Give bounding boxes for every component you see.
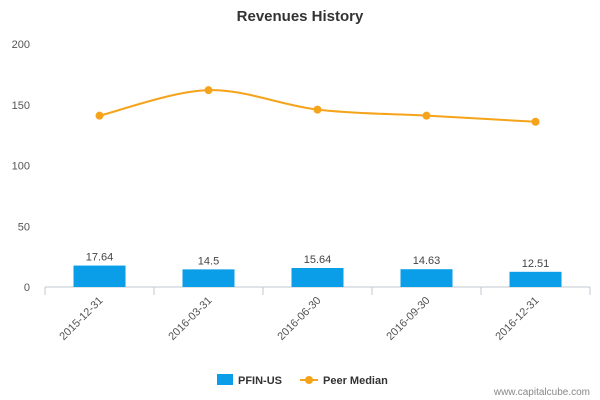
bar-data-label: 14.5 <box>198 255 219 267</box>
y-tick-label: 200 <box>12 39 30 51</box>
bar-pfin-us[interactable] <box>509 271 562 287</box>
peer-median-series <box>95 86 540 126</box>
peer-median-point[interactable] <box>95 111 104 120</box>
x-tick-label: 2016-09-30 <box>384 295 432 343</box>
legend-swatch-pfin-us <box>217 374 233 385</box>
credit-text: www.capitalcube.com <box>493 387 590 398</box>
peer-median-point[interactable] <box>204 86 213 95</box>
bar-pfin-us[interactable] <box>73 265 126 287</box>
peer-median-point[interactable] <box>313 105 322 114</box>
bar-data-label: 17.64 <box>86 252 114 264</box>
x-tick-label: 2016-06-30 <box>275 295 323 343</box>
peer-median-point[interactable] <box>531 117 540 126</box>
legend-label-pfin-us[interactable]: PFIN-US <box>238 375 282 387</box>
bar-pfin-us[interactable] <box>182 269 235 287</box>
x-tick-label: 2016-12-31 <box>493 295 541 343</box>
x-tick-label: 2015-12-31 <box>57 295 105 343</box>
y-tick-label: 0 <box>24 282 30 294</box>
bar-data-label: 15.64 <box>304 254 332 266</box>
pfin-us-series: 17.64 14.5 15.64 14.63 12.51 <box>73 252 562 287</box>
x-tick-label: 2016-03-31 <box>166 295 214 343</box>
bar-data-label: 12.51 <box>522 258 550 270</box>
x-axis: 2015-12-31 2016-03-31 2016-06-30 2016-09-30… <box>44 287 591 343</box>
bar-data-label: 14.63 <box>413 255 441 267</box>
y-tick-label: 100 <box>12 161 30 173</box>
y-tick-label: 150 <box>12 100 30 112</box>
bar-pfin-us[interactable] <box>291 267 344 287</box>
legend-label-peer-median[interactable]: Peer Median <box>323 375 388 387</box>
chart-title: Revenues History <box>237 8 364 25</box>
y-axis: 0 50 100 150 200 <box>12 39 30 294</box>
y-tick-label: 50 <box>18 221 30 233</box>
legend-marker-peer-median <box>305 376 313 384</box>
bar-pfin-us[interactable] <box>400 269 453 287</box>
peer-median-point[interactable] <box>422 111 431 120</box>
legend: PFIN-US Peer Median <box>217 374 388 387</box>
